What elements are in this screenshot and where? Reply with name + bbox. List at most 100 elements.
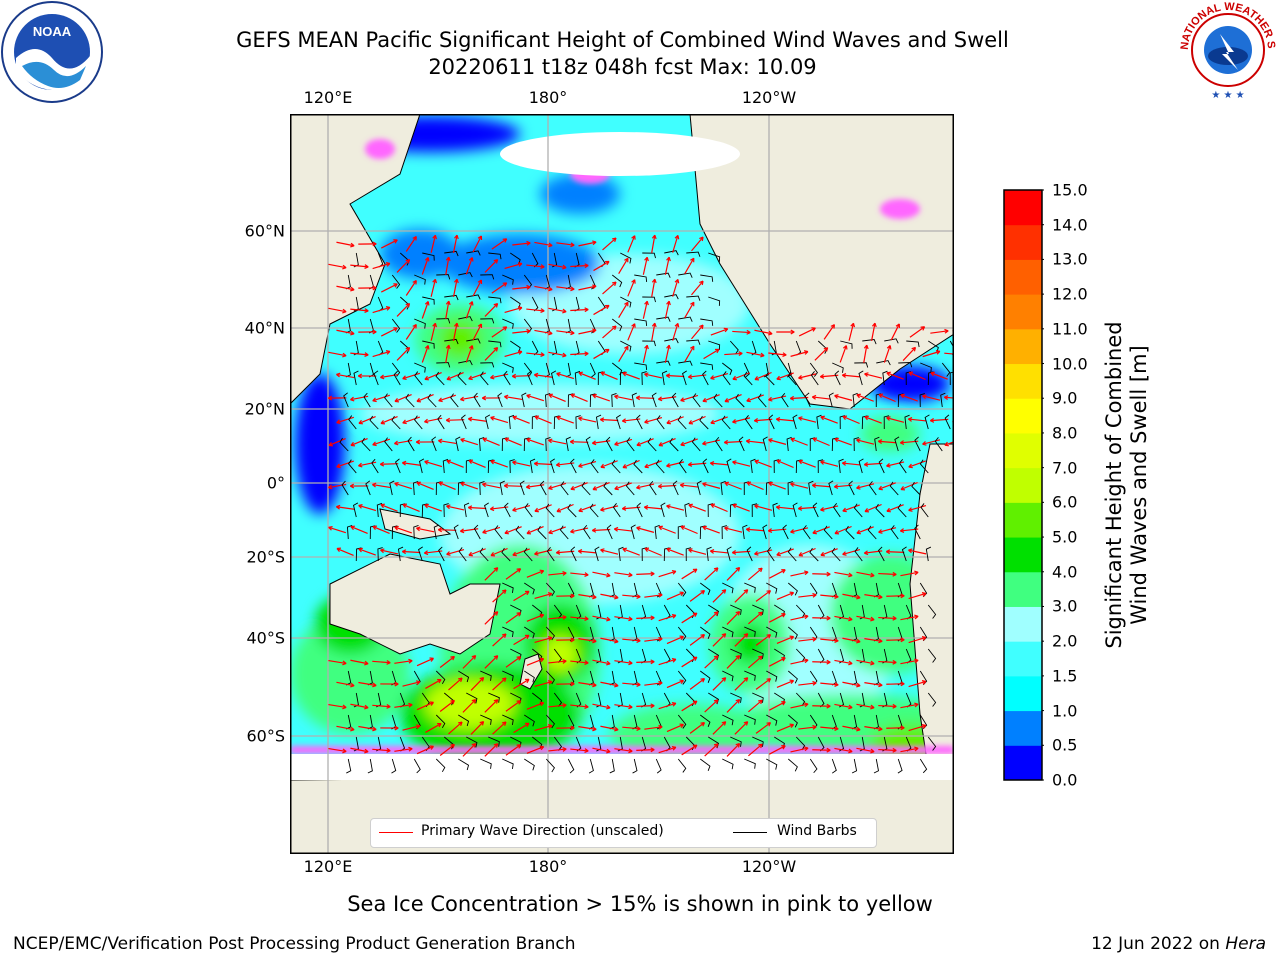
colorbar-tick-label: 3.0: [1052, 596, 1078, 616]
wind-barb: [369, 415, 379, 430]
wave-direction-arrowhead: [350, 330, 355, 336]
wave-direction-arrow: [534, 680, 553, 688]
colorbar-tick-label: 7.0: [1052, 458, 1078, 478]
wave-direction-arrowhead: [524, 722, 530, 728]
wave-direction-arrowhead: [724, 526, 729, 531]
wave-direction-arrow: [492, 633, 507, 647]
wave-direction-arrow: [702, 394, 720, 402]
wind-barb: [616, 414, 621, 430]
wave-direction-arrowhead: [432, 278, 438, 284]
wave-direction-arrow: [578, 550, 597, 554]
wave-direction-arrow: [710, 373, 729, 379]
wave-direction-arrowhead: [692, 568, 698, 573]
wave-direction-arrowhead: [493, 303, 499, 308]
wind-barb: [898, 458, 907, 474]
wave-direction-arrowhead: [658, 680, 663, 686]
wave-direction-arrowhead: [650, 747, 655, 753]
wave-direction-arrow: [732, 372, 750, 380]
wave-direction-arrowhead: [350, 396, 355, 402]
wind-barb: [479, 481, 485, 496]
wave-direction-arrowhead: [606, 660, 611, 666]
wind-barb: [537, 525, 547, 540]
wave-direction-arrowhead: [599, 417, 605, 423]
wave-direction-arrow: [618, 345, 629, 363]
wave-direction-arrow: [402, 725, 421, 731]
wave-direction-arrow: [842, 725, 861, 731]
wave-height-map: [289, 113, 955, 855]
wave-direction-arrowhead: [754, 504, 759, 509]
wave-direction-arrowhead: [490, 459, 495, 465]
wave-direction-arrow: [526, 614, 544, 622]
wind-barb: [636, 414, 643, 430]
wave-direction-arrowhead: [635, 395, 641, 401]
wave-direction-arrow: [394, 526, 412, 534]
wave-direction-arrow: [350, 703, 369, 709]
wave-direction-arrow: [438, 529, 457, 531]
wave-direction-arrowhead: [516, 744, 522, 749]
wave-direction-arrowhead: [606, 748, 611, 754]
wave-direction-arrowhead: [402, 460, 407, 466]
wind-barb: [672, 480, 679, 496]
wave-direction-arrowhead: [358, 504, 363, 509]
wave-direction-arrow: [438, 439, 457, 445]
wave-direction-arrowhead: [834, 726, 839, 731]
wave-direction-arrowhead: [812, 724, 817, 730]
wave-direction-arrow: [462, 699, 477, 713]
wind-barb: [655, 459, 665, 474]
wind-barb: [944, 414, 951, 430]
wave-direction-arrow: [644, 726, 663, 730]
wave-direction-arrowhead: [405, 258, 411, 264]
wind-barb: [787, 371, 797, 386]
wave-direction-arrow: [684, 345, 695, 363]
wave-direction-arrowhead: [944, 441, 949, 447]
wave-direction-arrowhead: [776, 551, 781, 557]
wave-direction-arrow: [512, 286, 531, 290]
wave-direction-arrowhead: [856, 726, 861, 732]
wave-direction-arrow: [600, 593, 619, 599]
wind-barb: [574, 370, 581, 386]
wave-direction-arrowhead: [372, 525, 378, 531]
wave-direction-arrow: [504, 526, 522, 534]
wind-barb: [421, 503, 428, 518]
wave-direction-arrowhead: [539, 657, 545, 663]
wave-direction-arrow: [622, 594, 641, 598]
wind-barb: [494, 525, 503, 540]
wave-direction-arrow: [812, 749, 831, 751]
wind-barb: [488, 296, 502, 304]
wind-barb: [684, 502, 690, 518]
wave-direction-arrow: [336, 373, 355, 379]
wave-direction-arrowhead: [562, 570, 567, 576]
wind-barb: [353, 340, 359, 356]
wind-barb: [686, 295, 701, 301]
wave-direction-arrow: [636, 483, 655, 489]
wind-barb: [795, 692, 806, 707]
wave-direction-arrowhead: [379, 461, 385, 467]
wave-direction-arrow: [578, 372, 596, 380]
wave-direction-arrowhead: [516, 700, 522, 705]
wave-direction-arrow: [710, 462, 729, 466]
wave-direction-arrow: [908, 504, 927, 512]
wave-direction-arrow: [526, 746, 544, 754]
wave-direction-arrowhead: [812, 592, 817, 598]
wind-barb: [438, 546, 445, 562]
wind-barb: [458, 758, 470, 771]
wind-barb: [699, 415, 709, 430]
wave-direction-arrowhead: [700, 634, 706, 639]
wind-barb: [461, 414, 467, 430]
wave-direction-arrow: [798, 417, 817, 423]
wave-direction-arrow: [790, 571, 809, 577]
wave-direction-arrowhead: [555, 462, 561, 468]
wind-barb: [744, 415, 753, 430]
colorbar-tick-label: 0.5: [1052, 735, 1078, 755]
wave-direction-arrowhead: [482, 482, 487, 488]
wave-direction-arrowhead: [679, 635, 685, 640]
wave-direction-arrowhead: [628, 748, 633, 754]
wave-direction-arrowhead: [671, 745, 677, 751]
wave-direction-arrow: [856, 526, 874, 534]
wind-barb: [743, 362, 750, 378]
wind-barb: [524, 503, 533, 518]
wave-direction-arrow: [600, 725, 619, 731]
wave-direction-arrow: [627, 279, 636, 297]
wind-barb: [914, 436, 921, 452]
wind-barb: [473, 392, 481, 408]
